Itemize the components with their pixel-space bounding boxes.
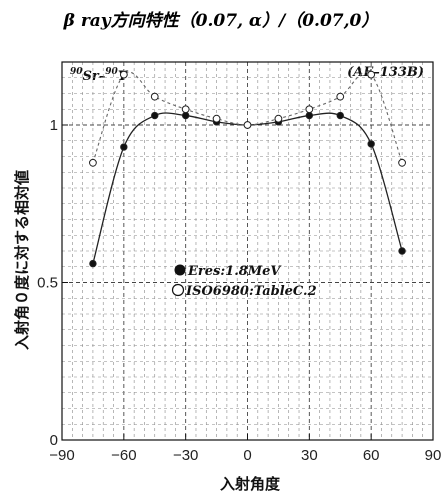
series-point-0: [305, 111, 314, 120]
x-tick-label: −90: [49, 447, 74, 464]
x-tick-label: −30: [173, 447, 198, 464]
legend-marker-iso: [171, 283, 185, 297]
y-tick-label: 0: [50, 432, 58, 449]
series-point-0: [181, 111, 190, 120]
y-axis-ticks: 00.51: [37, 117, 68, 449]
y-axis-label: 入射角０度に対する相対値: [13, 170, 31, 350]
legend-label-eres: Eres:1.8MeV: [187, 264, 282, 279]
series-point-1: [243, 121, 252, 129]
series-layer: [89, 70, 406, 268]
chart-title: β ray方向特性（0.07, α）/（0.07,0）: [63, 11, 379, 31]
legend-label-iso: ISO6980:TableC.2: [185, 284, 317, 299]
series-point-1: [398, 158, 406, 167]
x-tick-label: 30: [301, 447, 318, 464]
legend: Eres:1.8MeV ISO6980:TableC.2: [171, 264, 317, 299]
series-point-0: [336, 111, 344, 120]
x-tick-label: 90: [425, 447, 442, 464]
series-point-1: [274, 114, 283, 123]
x-tick-label: −60: [111, 447, 136, 464]
series-point-1: [336, 92, 345, 101]
series-point-1: [181, 105, 190, 114]
series-point-1: [367, 70, 376, 79]
x-tick-label: 60: [363, 447, 380, 464]
x-tick-label: 0: [243, 447, 251, 464]
series-point-1: [150, 92, 159, 101]
series-point-0: [151, 111, 159, 120]
legend-marker-eres: [174, 264, 186, 276]
series-point-0: [89, 259, 97, 268]
series-line-1: [92, 71, 403, 163]
x-axis-ticks: −90 −60 −30 0 30 60 90: [49, 434, 441, 464]
series-point-1: [89, 158, 97, 167]
grid: [62, 62, 433, 440]
series-point-1: [305, 105, 314, 114]
x-axis-label: 入射角度: [220, 475, 281, 493]
model-label: (AE–133B): [347, 65, 424, 80]
series-point-1: [212, 114, 221, 123]
y-tick-label: 1: [50, 117, 58, 134]
series-point-0: [367, 140, 375, 148]
series-point-0: [398, 247, 406, 255]
series-point-1: [119, 70, 128, 79]
series-point-0: [120, 143, 128, 151]
y-tick-label: 0.5: [37, 275, 58, 292]
